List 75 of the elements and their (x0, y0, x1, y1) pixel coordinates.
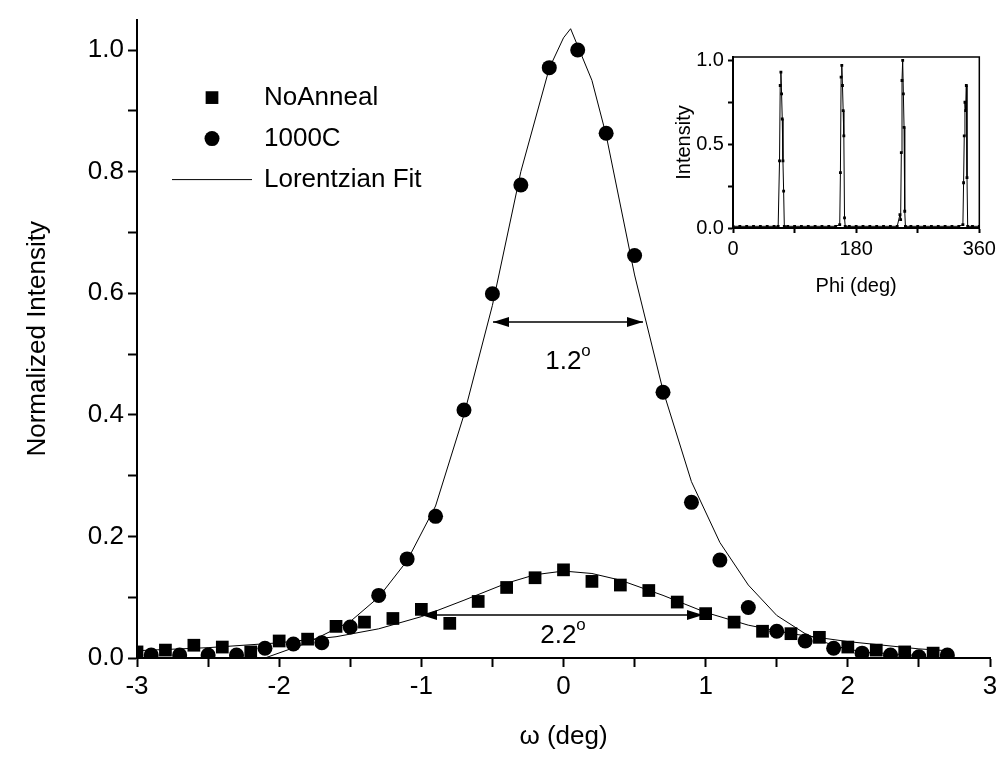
point (585, 575, 599, 588)
point (712, 552, 728, 568)
point (756, 624, 769, 638)
point (428, 508, 444, 524)
point (314, 635, 330, 651)
point (784, 627, 798, 641)
y-tick-label: 0.8 (87, 154, 124, 185)
y-axis-title: Intensity (671, 105, 694, 180)
point (386, 612, 400, 625)
x-tick-label: 2 (840, 669, 856, 700)
point (740, 600, 756, 616)
point (769, 623, 785, 639)
y-tick-label: 0.4 (87, 397, 124, 428)
x-tick-label: 0 (727, 236, 739, 259)
point (598, 125, 614, 141)
point (301, 632, 314, 646)
point (699, 607, 713, 620)
point (215, 640, 229, 654)
point (528, 571, 542, 585)
x-axis-title: ω (deg) (519, 719, 608, 750)
point (272, 634, 286, 648)
x-tick-label: 3 (982, 669, 998, 700)
legend-label: Lorentzian Fit (264, 162, 423, 193)
point (443, 616, 457, 630)
point (826, 640, 842, 656)
point (570, 42, 586, 58)
point (557, 563, 570, 577)
y-tick-label: 0.0 (696, 215, 724, 238)
y-tick-label: 0.2 (87, 519, 124, 550)
x-tick-label: 0 (556, 669, 571, 700)
legend-label: NoAnneal (264, 80, 379, 111)
point (683, 494, 699, 510)
point (358, 615, 371, 629)
point (484, 286, 500, 302)
point (414, 603, 428, 616)
x-tick-label: -3 (125, 669, 149, 700)
point (627, 248, 643, 263)
point (500, 581, 513, 594)
point (257, 640, 273, 656)
point (329, 620, 343, 633)
point (513, 177, 529, 193)
point (670, 595, 684, 609)
point (371, 587, 387, 603)
x-tick-label: -1 (409, 669, 433, 700)
point (655, 384, 671, 400)
y-tick-label: 0.6 (87, 276, 124, 307)
x-tick-label: 360 (962, 236, 996, 259)
point (471, 595, 485, 608)
x-tick-label: 180 (839, 236, 873, 259)
point (642, 584, 656, 597)
point (813, 630, 826, 644)
point (342, 619, 358, 635)
x-tick-label: -2 (267, 669, 291, 700)
point (869, 643, 883, 657)
point (797, 633, 813, 649)
point (244, 645, 258, 658)
point (399, 551, 415, 567)
point (614, 578, 627, 592)
point (159, 643, 172, 657)
x-tick-label: 1 (698, 669, 713, 700)
point (854, 645, 870, 658)
legend-label: 1000C (264, 121, 341, 152)
point (841, 640, 855, 654)
point (285, 636, 301, 652)
y-tick-label: 0.0 (87, 641, 124, 672)
y-tick-label: 1.0 (696, 47, 724, 70)
point (456, 402, 472, 418)
point (926, 646, 940, 658)
y-tick-label: 0.5 (696, 131, 724, 154)
point (187, 638, 201, 652)
y-tick-label: 1.0 (87, 33, 124, 64)
point (898, 645, 912, 658)
y-axis-title: Normalized Intensity (20, 221, 51, 457)
x-axis-title: Phi (deg) (815, 273, 897, 296)
point (541, 60, 557, 76)
